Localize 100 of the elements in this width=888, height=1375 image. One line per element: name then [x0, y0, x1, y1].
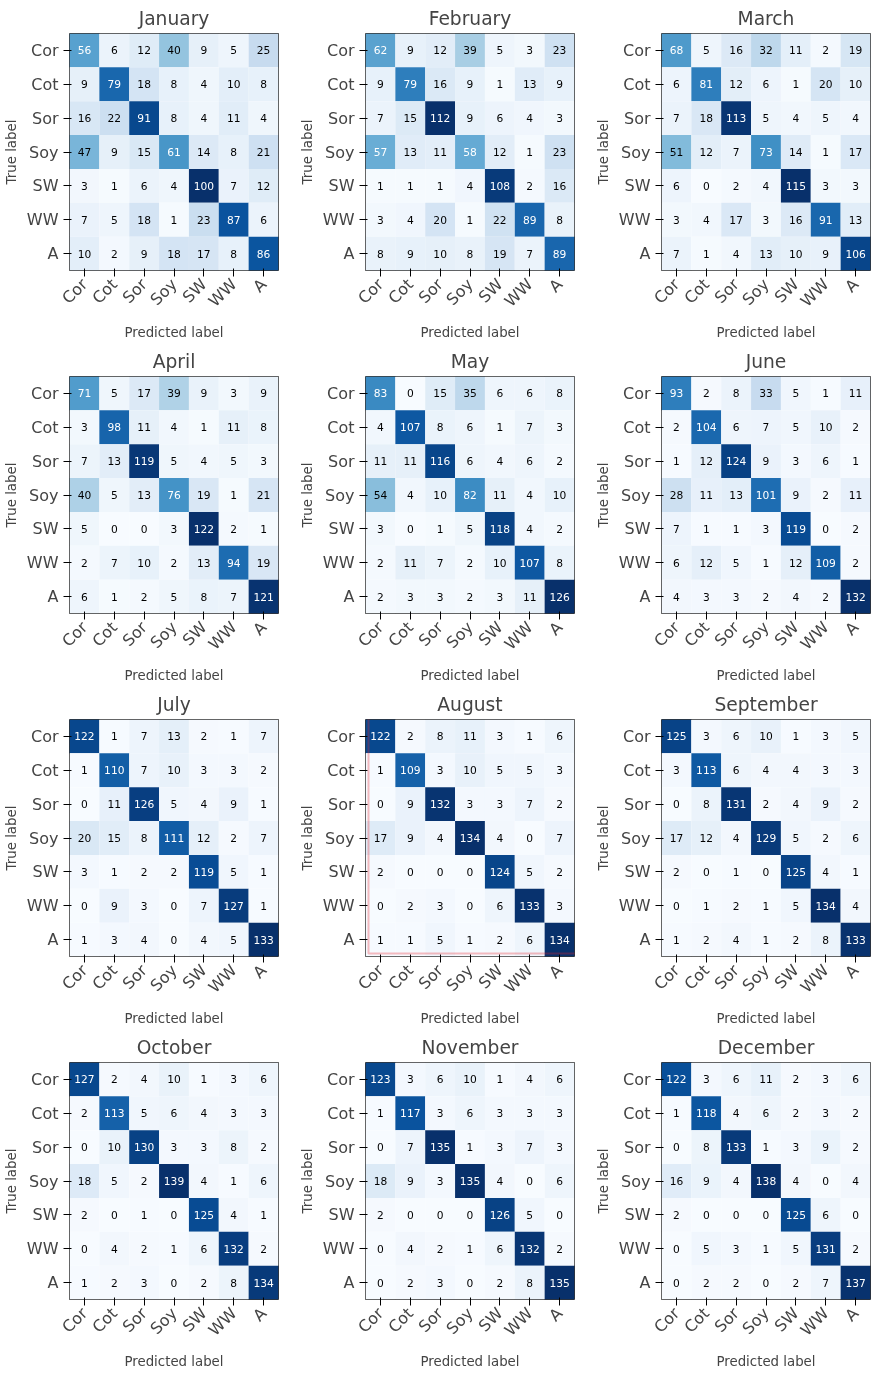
x-axis-title: Predicted label: [124, 1011, 224, 1027]
data-label: 14: [789, 146, 803, 159]
y-axis-title: True label: [299, 119, 315, 186]
data-label: 3: [377, 213, 384, 227]
data-label: 0: [466, 899, 474, 913]
data-label: 18: [373, 1175, 388, 1188]
data-label: 1: [260, 798, 267, 812]
data-label: 8: [526, 1276, 534, 1290]
data-label: 3: [436, 1175, 444, 1188]
data-label: 1: [673, 1107, 680, 1121]
data-label: 2: [822, 590, 830, 604]
data-label: 5: [822, 112, 830, 126]
y-tick-label: WW: [26, 896, 59, 916]
data-label: 5: [526, 764, 534, 778]
data-label: 4: [732, 1107, 740, 1121]
x-tick-label: WW: [204, 960, 241, 997]
data-label: 1: [762, 556, 770, 570]
y-tick-label: Soy: [29, 485, 59, 505]
data-label: 15: [403, 112, 418, 126]
data-label: 0: [170, 933, 178, 947]
y-tick-label: Cor: [326, 383, 355, 403]
y-tick-label: SW: [624, 176, 651, 196]
data-label: 4: [200, 455, 208, 469]
data-label: 0: [673, 798, 681, 812]
data-label: 5: [852, 730, 859, 744]
x-tick-label: A: [545, 274, 567, 296]
data-label: 91: [818, 213, 833, 227]
data-label: 3: [496, 1107, 504, 1121]
data-label: 101: [755, 489, 777, 502]
data-label: 0: [81, 798, 89, 812]
data-label: 2: [170, 556, 178, 570]
data-label: 79: [107, 78, 122, 92]
data-label: 2: [110, 1073, 118, 1087]
x-tick-label: Cot: [384, 1303, 417, 1337]
data-label: 133: [519, 899, 540, 913]
y-tick-label: WW: [26, 553, 59, 573]
data-label: 10: [433, 489, 448, 502]
data-label: 81: [699, 78, 714, 92]
data-label: 9: [377, 78, 385, 92]
data-label: 5: [110, 1175, 118, 1188]
y-tick-label: WW: [618, 1239, 651, 1259]
data-label: 107: [519, 556, 540, 570]
data-label: 3: [762, 522, 770, 536]
data-label: 9: [200, 44, 208, 58]
data-label: 134: [253, 1276, 274, 1290]
y-axis-title: True label: [595, 119, 611, 186]
data-label: 0: [406, 387, 414, 401]
y-tick-label: Cot: [623, 760, 651, 780]
data-label: 131: [815, 1242, 836, 1256]
y-tick-label: Cor: [326, 1069, 355, 1089]
x-tick-label: A: [841, 1303, 863, 1325]
data-label: 1: [466, 933, 474, 947]
x-tick-label: A: [545, 1303, 567, 1325]
data-label: 2: [852, 1141, 859, 1155]
data-label: 3: [822, 179, 830, 193]
x-tick-label: A: [841, 960, 863, 982]
data-label: 1: [110, 730, 118, 744]
data-label: 4: [406, 489, 414, 502]
data-label: 2: [822, 489, 830, 502]
data-label: 2: [170, 865, 178, 879]
data-label: 3: [496, 590, 504, 604]
data-label: 6: [556, 1175, 564, 1188]
data-label: 2: [556, 798, 563, 812]
data-label: 7: [200, 899, 208, 913]
data-label: 3: [822, 764, 830, 778]
data-label: 11: [403, 455, 418, 469]
x-tick-label: A: [545, 960, 567, 982]
data-label: 7: [81, 455, 88, 469]
data-label: 4: [732, 1175, 740, 1188]
data-label: 1: [792, 730, 800, 744]
data-label: 51: [669, 146, 684, 159]
data-label: 2: [230, 522, 238, 536]
data-label: 16: [789, 213, 803, 227]
data-label: 0: [732, 1208, 740, 1222]
x-tick-label: WW: [500, 617, 537, 654]
data-label: 7: [377, 112, 384, 126]
y-tick-label: A: [639, 930, 651, 950]
y-tick-label: Soy: [621, 142, 651, 162]
data-label: 1: [732, 865, 740, 879]
data-label: 113: [725, 112, 747, 126]
data-label: 5: [81, 522, 88, 536]
y-tick-label: A: [47, 587, 59, 607]
data-label: 0: [556, 1208, 564, 1222]
x-tick-label: WW: [500, 960, 537, 997]
x-tick-label: Cot: [384, 617, 417, 651]
data-label: 1: [200, 1073, 208, 1087]
data-label: 2: [852, 1107, 859, 1121]
data-label: 12: [789, 556, 803, 570]
data-label: 22: [107, 112, 122, 126]
y-tick-label: Sor: [623, 108, 651, 128]
data-label: 6: [466, 421, 474, 435]
data-label: 40: [77, 489, 92, 502]
data-label: 1: [260, 865, 267, 879]
data-label: 3: [673, 764, 680, 778]
data-label: 13: [403, 146, 418, 159]
data-label: 5: [170, 455, 178, 469]
data-label: 4: [792, 590, 800, 604]
data-label: 1: [702, 247, 710, 261]
data-label: 5: [702, 44, 710, 58]
data-label: 13: [197, 556, 211, 570]
